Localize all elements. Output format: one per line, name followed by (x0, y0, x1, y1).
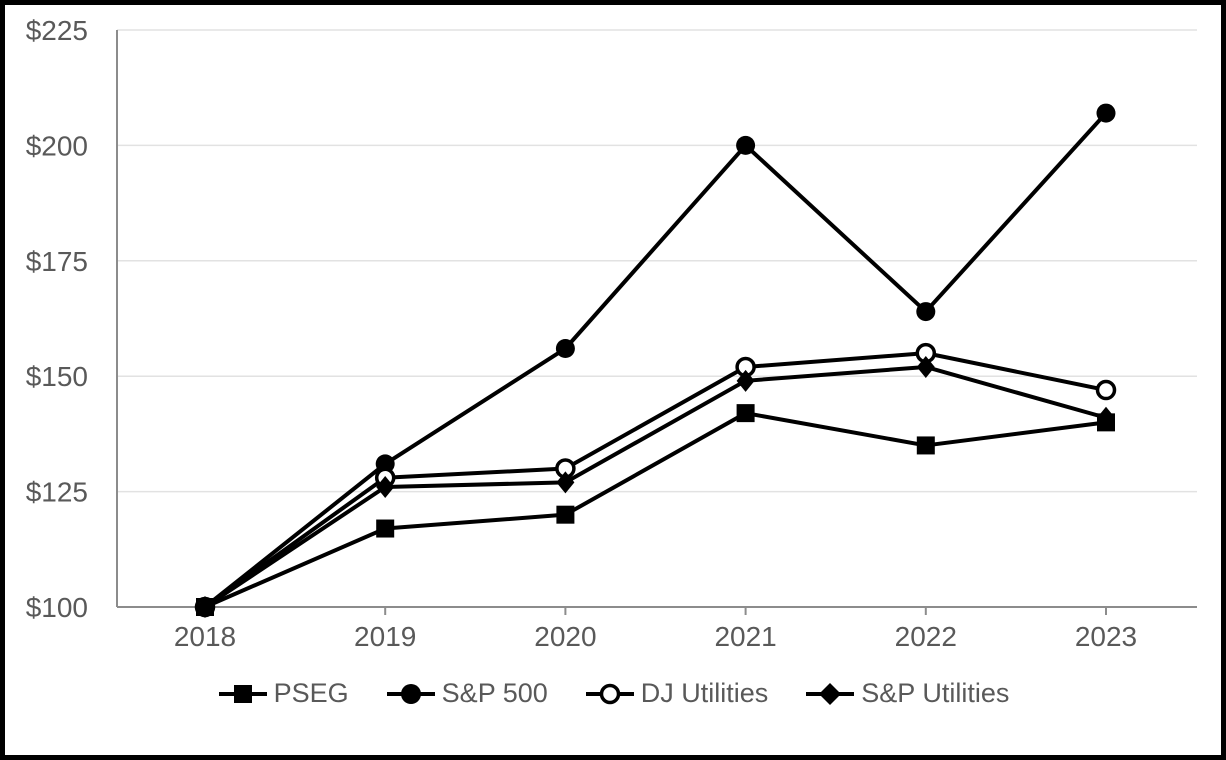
open-circle-data-marker (1095, 379, 1117, 401)
filled-diamond-data-marker (1097, 406, 1115, 429)
dj-utilities-open-circle-marker-icon (585, 683, 634, 704)
filled-diamond-data-marker (736, 369, 755, 392)
y-tick-label: $150 (26, 361, 88, 392)
filled-circle-data-marker (916, 302, 936, 322)
x-tick-label: 2020 (534, 621, 596, 652)
filled-diamond-data-marker (376, 475, 395, 498)
total-return-line-chart: $100 $125 $150 $175 $200 $225 2018 2019 2020 2021… (26, 15, 1197, 652)
sp-utilities-filled-diamond-marker-icon (806, 682, 855, 705)
legend-label-pseg: PSEG (273, 678, 349, 708)
filled-square-data-marker (556, 505, 575, 524)
x-tick-label: 2018 (174, 621, 236, 652)
filled-square-data-marker (736, 404, 755, 423)
x-tick-label: 2022 (895, 621, 957, 652)
filled-diamond-data-marker (556, 471, 575, 494)
legend-item-pseg: PSEG (217, 678, 349, 709)
legend-item-sp500: S&P 500 (385, 678, 548, 709)
legend-label-sp500: S&P 500 (441, 678, 548, 708)
filled-circle-data-marker (375, 454, 395, 474)
y-tick-label: $125 (26, 477, 88, 508)
legend-item-dj-utilities: DJ Utilities (584, 678, 769, 709)
filled-circle-data-marker (1096, 103, 1116, 123)
y-tick-label: $225 (26, 15, 88, 46)
chart-legend: PSEG S&P 500 DJ Utilities S&P Utilities (5, 678, 1221, 709)
series-line (204, 411, 1107, 609)
filled-square-data-marker (376, 519, 395, 538)
pseg-filled-square-marker-icon (218, 684, 267, 703)
x-tick-label: 2019 (354, 621, 416, 652)
legend-label-sp-utilities: S&P Utilities (861, 678, 1010, 708)
series-line (203, 111, 1108, 609)
y-tick-label: $175 (26, 246, 88, 277)
x-tick-label: 2023 (1075, 621, 1137, 652)
filled-square-data-marker (916, 436, 935, 455)
y-tick-label: $200 (26, 130, 88, 161)
series-line (203, 351, 1107, 609)
sp500-filled-circle-marker-icon (386, 683, 435, 704)
filled-circle-data-marker (736, 135, 756, 155)
filled-circle-data-marker (555, 339, 575, 359)
filled-diamond-data-marker (196, 596, 214, 618)
x-tick-label: 2021 (714, 621, 776, 652)
y-tick-label: $100 (26, 592, 88, 623)
series-line (203, 364, 1107, 609)
legend-item-sp-utilities: S&P Utilities (804, 678, 1009, 709)
filled-diamond-data-marker (916, 355, 935, 378)
legend-label-dj-utilities: DJ Utilities (640, 678, 769, 708)
